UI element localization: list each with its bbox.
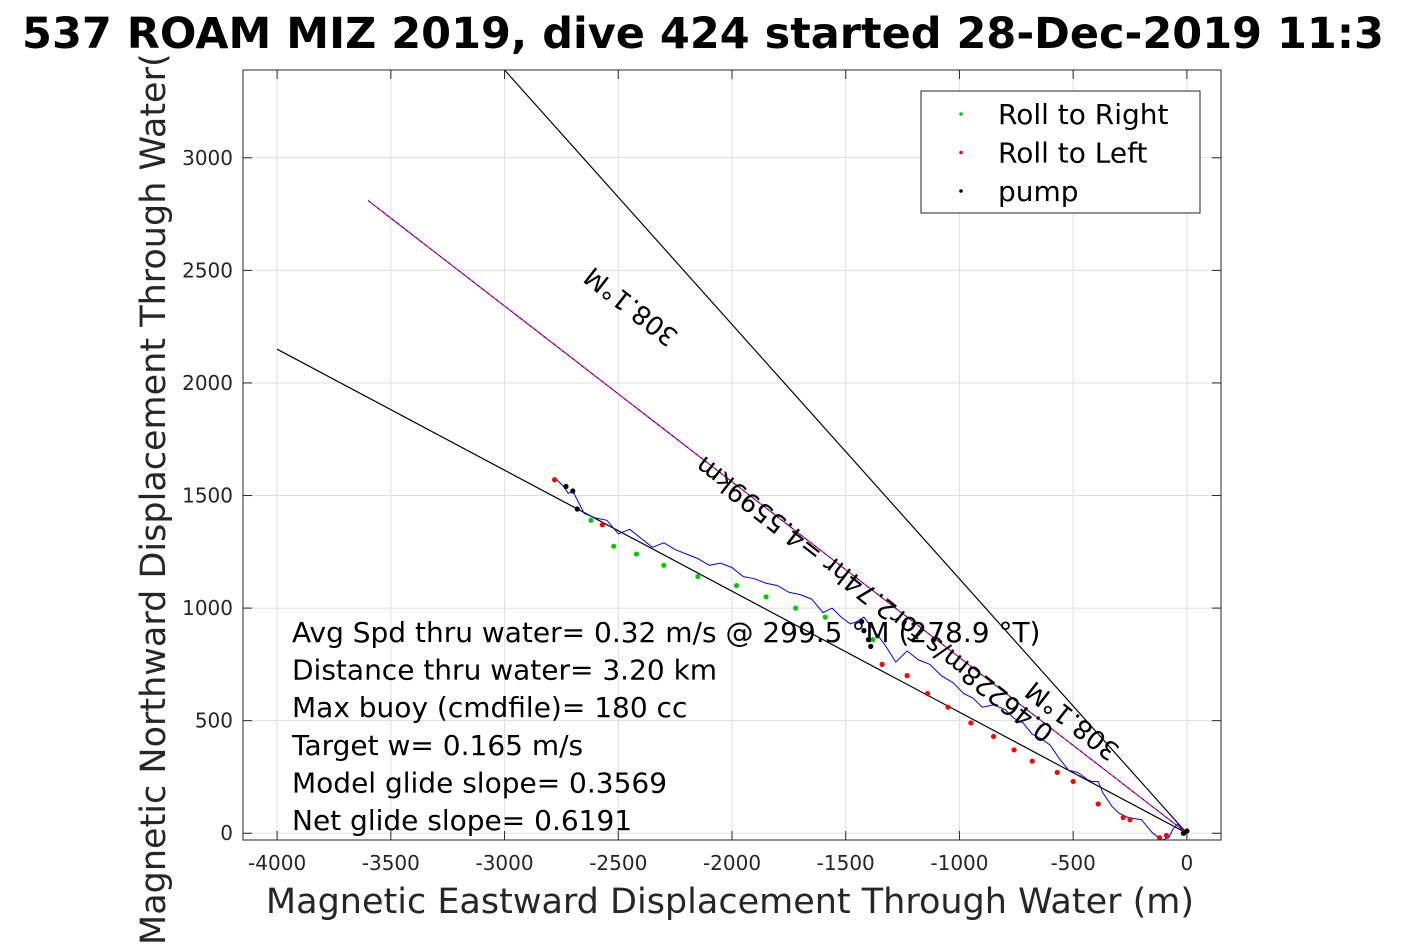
heading-line-overlay	[367, 200, 1188, 834]
legend-label: Roll to Left	[998, 137, 1147, 170]
roll-right-point	[733, 582, 740, 589]
x-tick-label: -1000	[930, 851, 988, 875]
stats-line: Max buoy (cmdfile)= 180 cc	[292, 691, 687, 724]
roll-left-point	[968, 720, 974, 726]
legend-label: Roll to Right	[998, 98, 1169, 131]
y-tick-label: 3000	[182, 146, 233, 170]
y-tick-label: 2500	[182, 258, 233, 282]
stats-line: Distance thru water= 3.20 km	[292, 654, 717, 687]
roll-left-point	[599, 522, 605, 528]
roll-left-point	[1156, 835, 1163, 840]
y-tick-label: 500	[195, 709, 233, 733]
roll-left-point	[1163, 832, 1170, 839]
roll-right-point	[870, 637, 876, 643]
legend: Roll to Right Roll to Left pump	[920, 90, 1201, 214]
roll-left-point	[945, 704, 951, 710]
roll-left-point	[1054, 769, 1060, 776]
x-tick-label: -2500	[589, 851, 647, 875]
legend-marker	[959, 112, 963, 116]
stats-line: Target w= 0.165 m/s	[291, 729, 583, 762]
y-tick-label: 1500	[182, 484, 233, 508]
x-tick-label: -500	[1050, 851, 1095, 875]
legend-label: pump	[998, 175, 1079, 208]
x-tick-label: -2000	[703, 851, 761, 875]
roll-right-point	[763, 594, 769, 600]
legend-box	[920, 90, 1201, 214]
roll-left-point	[1120, 814, 1126, 821]
roll-left-point	[1011, 747, 1017, 753]
pump-point	[859, 619, 865, 625]
y-tick-label: 2000	[182, 371, 233, 395]
glider-track	[554, 477, 1188, 840]
reference-line	[504, 70, 1188, 834]
pump-point	[574, 506, 580, 512]
y-axis-label: Magnetic Northward Displacement Through …	[134, 53, 174, 945]
roll-right-point	[822, 614, 828, 620]
legend-marker	[959, 150, 963, 155]
roll-left-point	[879, 661, 885, 667]
stats-line: Net glide slope= 0.6191	[292, 804, 632, 837]
pump-point	[868, 643, 874, 649]
x-tick-label: 0	[1181, 851, 1194, 875]
roll-left-point	[1029, 758, 1035, 764]
x-tick-label: -3500	[362, 851, 420, 875]
roll-left-point	[990, 733, 997, 740]
y-tick-label: 0	[220, 821, 233, 845]
x-tick-label: -3000	[475, 851, 533, 875]
roll-left-point	[1127, 817, 1133, 823]
stats-line: Model glide slope= 0.3569	[292, 766, 667, 799]
roll-right-point	[633, 551, 640, 557]
roll-left-point	[1070, 778, 1076, 785]
ticks: -4000 -3500 -3000 -2500 -2000 -1500 -1000 -500 0…	[182, 70, 1221, 875]
roll-right-point	[695, 573, 701, 580]
roll-left-point	[551, 477, 558, 483]
pump-point	[570, 488, 576, 494]
roll-left-point	[925, 691, 931, 697]
roll-right-point	[611, 543, 617, 549]
y-tick-label: 1000	[182, 596, 233, 620]
x-tick-label: -4000	[248, 851, 306, 875]
x-axis-label: Magnetic Eastward Displacement Through W…	[266, 882, 1194, 922]
pump-point	[865, 637, 872, 643]
pump-point	[1180, 830, 1187, 836]
chart-title: 537 ROAM MIZ 2019, dive 424 started 28-D…	[22, 9, 1384, 59]
roll-left-point	[1095, 801, 1101, 807]
roll-right-point	[793, 605, 799, 611]
stats-line: Avg Spd thru water= 0.32 m/s @ 299.5 °M …	[292, 616, 1040, 649]
legend-marker	[959, 189, 963, 193]
pump-point	[861, 628, 867, 634]
roll-right-point	[588, 517, 594, 523]
pump-point	[563, 483, 569, 490]
reference-line	[276, 348, 1188, 834]
roll-right-point	[661, 562, 667, 568]
x-tick-label: -1500	[817, 851, 875, 875]
roll-left-point	[904, 673, 910, 679]
stats-block: Avg Spd thru water= 0.32 m/s @ 299.5 °M …	[291, 616, 1040, 837]
